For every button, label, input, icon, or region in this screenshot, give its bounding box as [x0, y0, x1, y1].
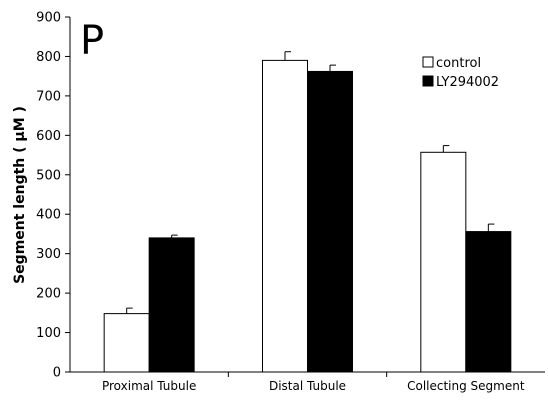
y-axis: 0 100 200 300 400 500 600 700 800 900	[36, 11, 71, 381]
panel-letter: P	[80, 18, 104, 64]
bar-ly294002-collecting-segment	[465, 231, 512, 373]
x-tick-label: Collecting Segment	[407, 379, 525, 393]
legend: control LY294002	[422, 56, 499, 90]
x-tick-label: Distal Tubule	[269, 379, 346, 393]
y-tick-label: 0	[53, 366, 61, 381]
legend-swatch-control	[422, 56, 434, 68]
bar-control-distal-tubule	[262, 59, 308, 373]
x-tick-label: Proximal Tubule	[102, 379, 196, 393]
y-tick-label: 200	[36, 287, 61, 302]
bar-ly294002-distal-tubule	[307, 70, 353, 373]
y-tick-label: 800	[36, 50, 61, 65]
legend-swatch-ly294002	[422, 75, 434, 87]
y-tick-label: 700	[36, 89, 61, 104]
bar-control-proximal-tubule	[103, 313, 150, 373]
y-tick-label: 100	[36, 326, 61, 341]
y-tick-label: 400	[36, 208, 61, 223]
legend-label-ly294002: LY294002	[436, 75, 499, 90]
y-tick-label: 600	[36, 129, 61, 144]
bar-ly294002-proximal-tubule	[148, 237, 195, 373]
x-axis: Proximal Tubule Distal Tubule Collecting S…	[70, 371, 545, 393]
y-tick-label: 300	[36, 247, 61, 262]
y-axis-label: Segment length ( µM )	[12, 106, 28, 284]
legend-label-control: control	[436, 56, 481, 71]
bar-group	[103, 51, 512, 373]
bar-control-collecting-segment	[420, 151, 467, 373]
y-tick-label: 900	[36, 11, 61, 26]
y-tick-label: 500	[36, 168, 61, 183]
